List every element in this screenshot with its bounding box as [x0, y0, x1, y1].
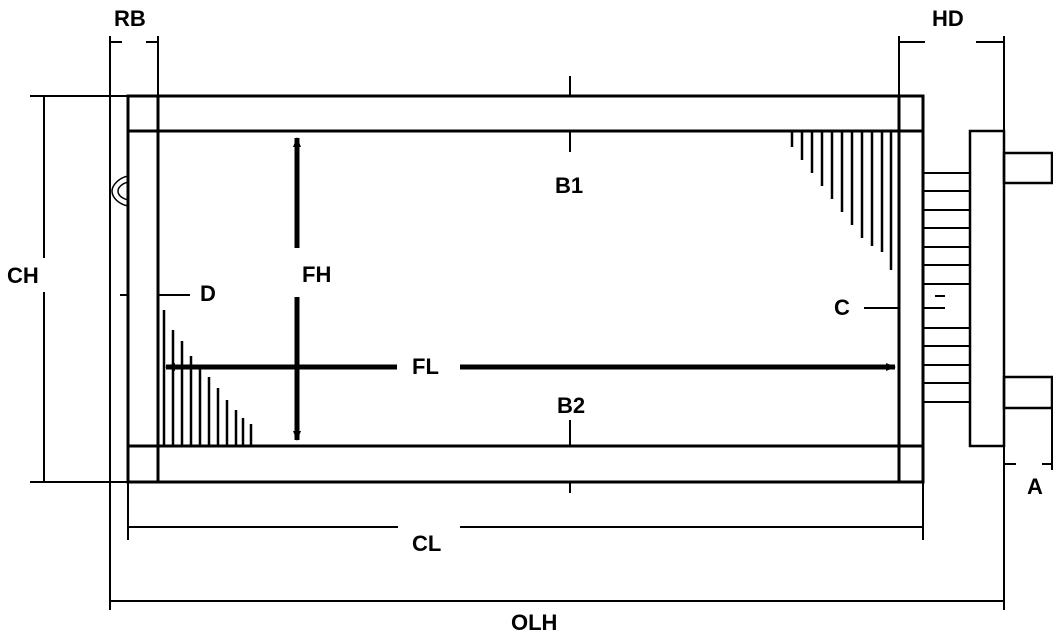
label-rb: RB — [114, 6, 146, 31]
bottom-beam-b2 — [126, 444, 925, 484]
label-c: C — [834, 295, 850, 320]
top-beam-b1 — [126, 94, 925, 133]
hatching-lower-left — [162, 310, 253, 446]
dimension-a — [1003, 408, 1053, 470]
label-fh: FH — [302, 262, 331, 287]
hub-ribs — [923, 172, 970, 403]
dimension-hd — [898, 36, 1005, 131]
hub-flange — [968, 129, 1006, 448]
left-rim-hole — [111, 175, 129, 207]
shaft-upper — [1002, 151, 1053, 185]
dimension-olh — [109, 446, 1005, 610]
label-cl: CL — [412, 531, 441, 556]
label-a: A — [1027, 474, 1043, 499]
hub-assembly — [968, 129, 1053, 448]
label-olh: OLH — [511, 610, 557, 635]
label-b1: B1 — [555, 173, 583, 198]
frame — [126, 94, 925, 484]
hatching-upper-right — [790, 131, 893, 270]
label-b2: B2 — [557, 393, 585, 418]
label-d: D — [200, 281, 216, 306]
left-end-plate — [126, 94, 160, 484]
dimension-rb — [109, 36, 159, 96]
label-fl: FL — [412, 354, 439, 379]
dimension-ch — [30, 95, 128, 483]
shaft-lower — [1002, 375, 1053, 410]
label-ch: CH — [7, 263, 39, 288]
dimension-cl — [127, 482, 924, 540]
label-hd: HD — [932, 6, 964, 31]
right-end-plate — [897, 94, 925, 484]
